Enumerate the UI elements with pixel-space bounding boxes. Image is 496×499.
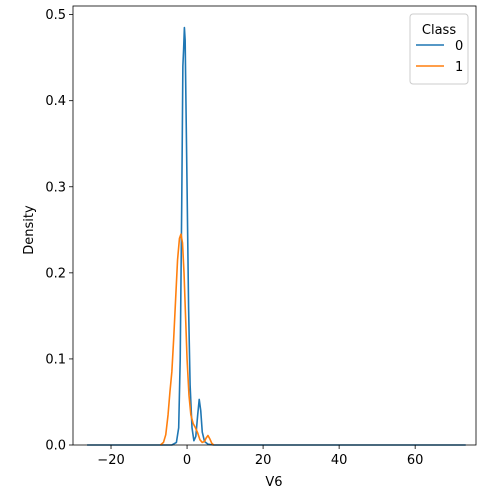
plot-lines xyxy=(87,26,466,446)
y-tick-label: 0.2 xyxy=(45,266,66,281)
series-line-0 xyxy=(87,26,466,446)
series-line-1 xyxy=(159,233,215,446)
y-tick-label: 0.3 xyxy=(45,180,66,195)
x-tick-label: 0 xyxy=(183,453,191,468)
x-tick-label: 20 xyxy=(255,453,272,468)
x-axis: −20 0 20 40 60 xyxy=(97,445,423,468)
x-axis-label: V6 xyxy=(265,475,282,490)
y-tick-label: 0.1 xyxy=(45,352,66,367)
x-tick-label: 40 xyxy=(331,453,348,468)
x-tick-label: 60 xyxy=(407,453,424,468)
legend-label-1: 1 xyxy=(455,60,463,75)
y-tick-label: 0.0 xyxy=(45,439,66,454)
y-axis-label: Density xyxy=(22,205,37,255)
plot-frame xyxy=(72,5,477,446)
legend-entries: 01 xyxy=(416,39,463,75)
legend: Class 01 xyxy=(409,13,469,85)
legend-title: Class xyxy=(422,23,456,38)
y-axis: 0.0 0.1 0.2 0.3 0.4 0.5 xyxy=(45,8,73,454)
y-tick-label: 0.4 xyxy=(45,94,66,109)
legend-label-0: 0 xyxy=(455,39,463,54)
x-tick-label: −20 xyxy=(97,453,124,468)
y-tick-label: 0.5 xyxy=(45,8,66,23)
